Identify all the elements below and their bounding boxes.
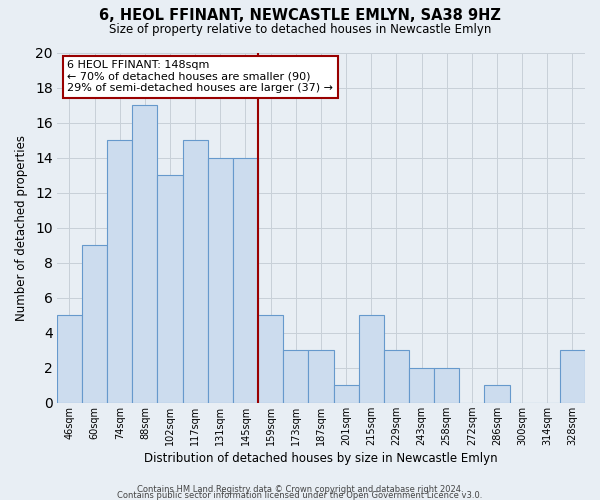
Bar [182,140,208,403]
Bar [484,386,509,403]
Bar [208,158,233,403]
X-axis label: Distribution of detached houses by size in Newcastle Emlyn: Distribution of detached houses by size … [144,452,498,465]
Bar [359,316,384,403]
Text: 6 HEOL FFINANT: 148sqm
← 70% of detached houses are smaller (90)
29% of semi-det: 6 HEOL FFINANT: 148sqm ← 70% of detached… [67,60,334,93]
Text: Size of property relative to detached houses in Newcastle Emlyn: Size of property relative to detached ho… [109,22,491,36]
Bar [560,350,585,403]
Bar [82,246,107,403]
Bar [107,140,133,403]
Bar [157,176,182,403]
Bar [258,316,283,403]
Bar [384,350,409,403]
Text: Contains HM Land Registry data © Crown copyright and database right 2024.: Contains HM Land Registry data © Crown c… [137,485,463,494]
Bar [133,106,157,403]
Bar [283,350,308,403]
Bar [434,368,459,403]
Bar [334,386,359,403]
Bar [233,158,258,403]
Text: Contains public sector information licensed under the Open Government Licence v3: Contains public sector information licen… [118,490,482,500]
Text: 6, HEOL FFINANT, NEWCASTLE EMLYN, SA38 9HZ: 6, HEOL FFINANT, NEWCASTLE EMLYN, SA38 9… [99,8,501,22]
Bar [57,316,82,403]
Y-axis label: Number of detached properties: Number of detached properties [15,135,28,321]
Bar [409,368,434,403]
Bar [308,350,334,403]
